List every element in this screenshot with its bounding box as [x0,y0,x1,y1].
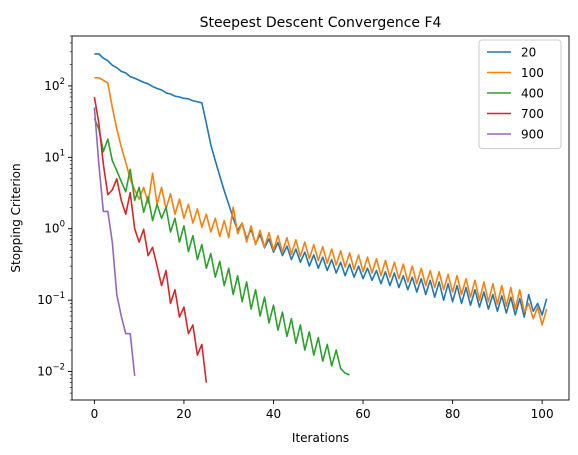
legend-label-100: 100 [521,66,544,80]
legend-box [478,39,562,149]
series-line-100 [94,76,548,326]
axes-layer: 0 20 40 60 80 100 10−2 10−1 100 101 102 [37,35,570,421]
y-tick-label: 10−1 [37,291,65,307]
series-layer [93,53,548,383]
x-axis-title: Iterations [292,431,349,445]
y-tick-label: 102 [44,77,65,93]
legend-label-400: 400 [521,87,544,101]
y-tick-label: 101 [44,148,65,164]
series-line-900 [93,107,136,376]
y-tick-label: 100 [44,220,65,236]
legend: 20 100 400 700 900 [478,39,562,149]
chart-title: Steepest Descent Convergence F4 [200,15,442,31]
y-axis-title: Stopping Criterion [9,163,23,272]
x-tick-label: 40 [266,407,281,421]
series-line-20 [94,53,548,318]
series-line-700 [93,96,208,383]
legend-label-700: 700 [521,107,544,121]
x-tick-label: 20 [176,407,191,421]
axes-frame [71,35,570,401]
y-tick-label: 10−2 [37,363,65,379]
x-tick-label: 60 [355,407,370,421]
legend-label-20: 20 [521,46,536,60]
x-tick-label: 80 [445,407,460,421]
series-line-400 [93,118,350,376]
x-tick-label: 0 [91,407,99,421]
x-tick-label: 100 [531,407,554,421]
legend-label-900: 900 [521,128,544,142]
